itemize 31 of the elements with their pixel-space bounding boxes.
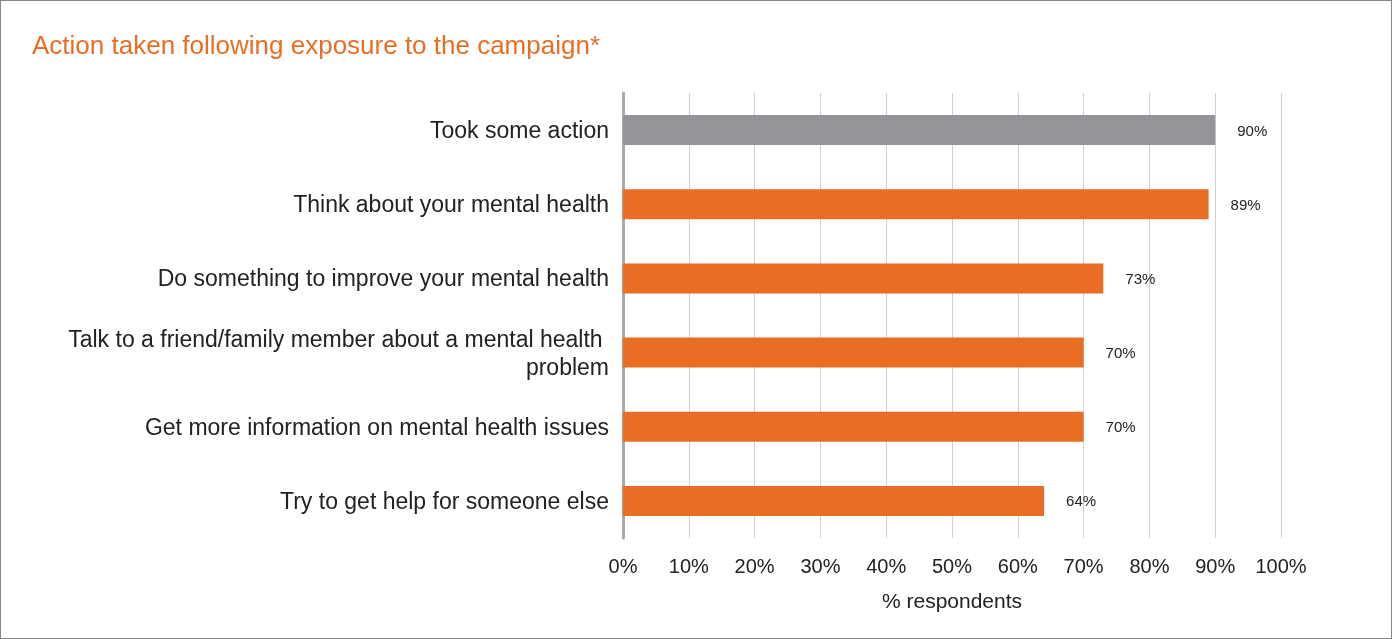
bar [623,263,1104,294]
x-tick-label: 90% [1195,555,1236,577]
x-tick-label: 100% [1255,555,1307,577]
data-label: 70% [1105,344,1136,362]
data-label: 73% [1125,269,1156,287]
y-tick-label: Talk to a friend/family member about a mental health problem [68,325,609,380]
x-tick-label: 30% [800,555,841,577]
data-label: 70% [1105,418,1136,436]
bar [623,411,1084,442]
data-label: 64% [1066,492,1097,510]
x-axis-title: % respondents [881,589,1023,612]
data-label: 90% [1237,121,1268,139]
x-tick-label: 70% [1063,555,1104,577]
y-tick-label: Took some action [430,117,609,144]
x-tick-label: 60% [997,555,1039,577]
x-tick-label: 40% [866,555,907,577]
data-label: 89% [1230,195,1261,213]
x-tick-label: 0% [608,555,638,577]
y-tick-label: Think about your mental health [293,191,609,218]
bar [623,115,1216,146]
text: Action taken following exposure to the campaign* [32,30,601,60]
bar [623,337,1084,368]
x-tick-label: 10% [668,555,710,577]
x-tick-label: 80% [1129,555,1170,577]
bar [623,189,1209,220]
bar [623,485,1045,516]
x-tick-label: 50% [931,555,973,577]
x-tick-label: 20% [734,555,775,577]
y-tick-label: Do something to improve your mental health [157,265,609,292]
y-tick-label: Try to get help for someone else [280,487,609,514]
y-tick-label: Get more information on mental health issues [144,413,609,440]
